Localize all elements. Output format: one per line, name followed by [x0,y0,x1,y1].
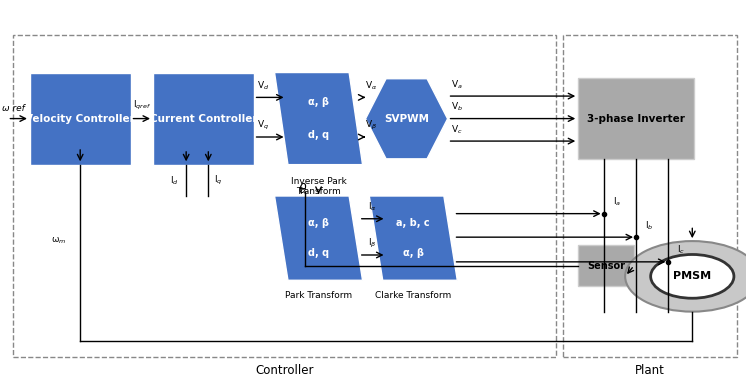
Text: I$_β$: I$_β$ [369,236,377,250]
Text: I$_d$: I$_d$ [170,174,179,187]
Bar [563,35,737,357]
Text: PMSM: PMSM [673,271,712,281]
Text: Velocity Controller: Velocity Controller [25,114,135,123]
Text: Sensor: Sensor [587,261,625,270]
Text: d, q: d, q [308,130,329,140]
Bar [13,35,556,357]
Polygon shape [369,196,457,280]
Text: θ: θ [298,183,306,196]
Text: V$_a$: V$_a$ [451,78,463,91]
Text: I$_b$: I$_b$ [645,219,653,232]
Bar [30,73,131,165]
Text: I$_q$: I$_q$ [214,174,223,187]
Polygon shape [275,73,363,165]
Bar [578,245,634,286]
Text: V$_α$: V$_α$ [365,80,377,92]
Text: 3-phase Inverter: 3-phase Inverter [587,114,685,123]
Text: I$_α$: I$_α$ [369,201,377,213]
Text: Park Transform: Park Transform [285,292,352,300]
Text: α, β: α, β [308,218,329,228]
Text: α, β: α, β [308,97,329,107]
Text: ω$_m$: ω$_m$ [51,236,67,246]
Text: I$_{qref}$: I$_{qref}$ [133,98,151,112]
Text: a, b, c: a, b, c [396,218,430,228]
Text: Plant: Plant [635,364,665,377]
Text: V$_b$: V$_b$ [451,101,463,114]
Text: Controller: Controller [255,364,314,377]
Text: V$_β$: V$_β$ [365,118,377,132]
Polygon shape [275,196,363,280]
Circle shape [651,254,734,298]
Bar [153,73,254,165]
Text: Current Controller: Current Controller [149,114,257,123]
Text: I$_c$: I$_c$ [677,244,686,256]
Text: V$_q$: V$_q$ [257,118,269,132]
Text: I$_a$: I$_a$ [612,196,621,208]
Text: V$_d$: V$_d$ [257,80,269,92]
Text: V$_c$: V$_c$ [451,123,463,136]
Text: d, q: d, q [308,248,329,258]
Text: ω ref: ω ref [2,104,25,113]
Polygon shape [366,79,448,159]
Circle shape [625,241,746,312]
Bar [578,78,694,159]
Text: Clarke Transform: Clarke Transform [375,292,451,300]
Text: SVPWM: SVPWM [384,114,429,124]
Text: Inverse Park
Transform: Inverse Park Transform [291,176,346,196]
Text: α, β: α, β [403,248,424,258]
